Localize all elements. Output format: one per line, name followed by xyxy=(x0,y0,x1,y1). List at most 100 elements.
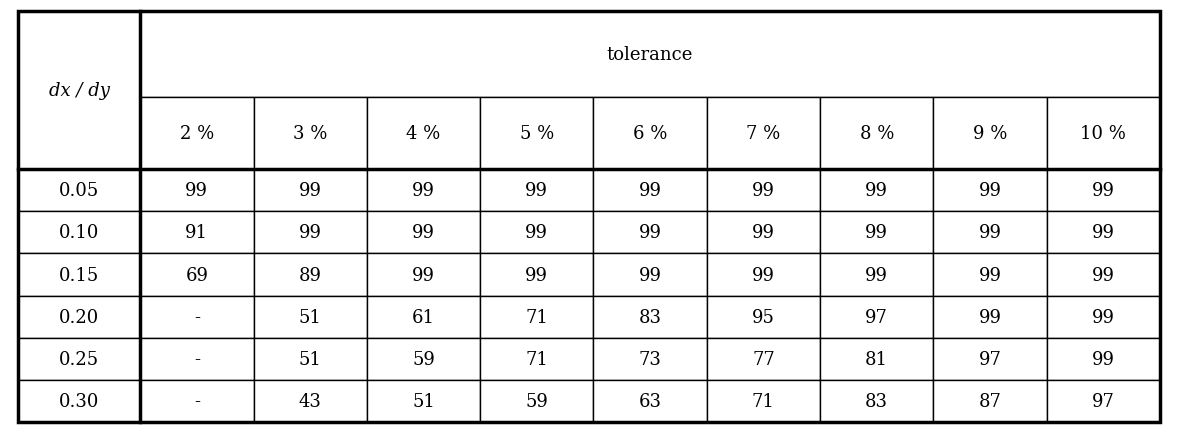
Text: -: - xyxy=(194,350,200,368)
Bar xyxy=(594,296,707,338)
Text: 10 %: 10 % xyxy=(1080,125,1126,143)
Bar xyxy=(140,212,253,254)
Text: 99: 99 xyxy=(979,266,1001,284)
Bar xyxy=(594,338,707,380)
Text: 99: 99 xyxy=(638,266,662,284)
Text: 95: 95 xyxy=(752,308,775,326)
Bar xyxy=(253,296,366,338)
Text: 97: 97 xyxy=(1092,392,1114,410)
Text: 99: 99 xyxy=(299,182,322,200)
Bar xyxy=(18,338,140,380)
Bar xyxy=(1047,170,1160,212)
Text: 83: 83 xyxy=(865,392,888,410)
Bar xyxy=(1047,338,1160,380)
Bar xyxy=(820,296,933,338)
Bar xyxy=(366,98,481,170)
Bar xyxy=(140,98,253,170)
Bar xyxy=(707,212,820,254)
Text: 99: 99 xyxy=(525,266,548,284)
Text: -: - xyxy=(194,392,200,410)
Text: 81: 81 xyxy=(865,350,888,368)
Bar xyxy=(1047,212,1160,254)
Bar xyxy=(820,98,933,170)
Text: -: - xyxy=(194,308,200,326)
Bar xyxy=(481,212,594,254)
Text: 51: 51 xyxy=(412,392,435,410)
Text: 59: 59 xyxy=(412,350,435,368)
Text: 99: 99 xyxy=(638,224,662,242)
Bar xyxy=(140,380,253,422)
Bar xyxy=(366,212,481,254)
Bar xyxy=(933,98,1047,170)
Text: 83: 83 xyxy=(638,308,662,326)
Text: 99: 99 xyxy=(865,182,888,200)
Bar xyxy=(707,296,820,338)
Bar xyxy=(253,98,366,170)
Bar xyxy=(1047,254,1160,296)
Text: 99: 99 xyxy=(185,182,209,200)
Bar xyxy=(820,170,933,212)
Text: 71: 71 xyxy=(752,392,775,410)
Text: 0.20: 0.20 xyxy=(59,308,99,326)
Text: 71: 71 xyxy=(525,350,548,368)
Bar xyxy=(707,98,820,170)
Text: 99: 99 xyxy=(1092,182,1114,200)
Text: 99: 99 xyxy=(525,182,548,200)
Bar xyxy=(253,380,366,422)
Bar xyxy=(707,338,820,380)
Text: 99: 99 xyxy=(865,224,888,242)
Bar xyxy=(18,380,140,422)
Bar xyxy=(707,170,820,212)
Bar xyxy=(18,296,140,338)
Text: 71: 71 xyxy=(525,308,548,326)
Bar xyxy=(594,170,707,212)
Bar xyxy=(140,12,1160,98)
Text: 0.30: 0.30 xyxy=(59,392,99,410)
Bar xyxy=(933,338,1047,380)
Text: 9 %: 9 % xyxy=(973,125,1007,143)
Bar xyxy=(253,338,366,380)
Text: 2 %: 2 % xyxy=(180,125,214,143)
Bar xyxy=(1047,380,1160,422)
Bar xyxy=(366,254,481,296)
Bar xyxy=(594,98,707,170)
Bar xyxy=(481,254,594,296)
Text: 73: 73 xyxy=(638,350,662,368)
Text: 0.15: 0.15 xyxy=(59,266,99,284)
Bar xyxy=(140,296,253,338)
Bar xyxy=(820,338,933,380)
Text: 0.10: 0.10 xyxy=(59,224,99,242)
Bar xyxy=(594,212,707,254)
Bar xyxy=(481,338,594,380)
Text: 89: 89 xyxy=(299,266,322,284)
Text: 59: 59 xyxy=(525,392,548,410)
Bar xyxy=(481,380,594,422)
Text: 4 %: 4 % xyxy=(406,125,441,143)
Text: 99: 99 xyxy=(299,224,322,242)
Text: 99: 99 xyxy=(979,224,1001,242)
Bar xyxy=(18,254,140,296)
Bar xyxy=(140,254,253,296)
Text: 99: 99 xyxy=(865,266,888,284)
Text: tolerance: tolerance xyxy=(607,46,694,64)
Bar xyxy=(1047,296,1160,338)
Text: 99: 99 xyxy=(1092,224,1114,242)
Text: 51: 51 xyxy=(299,308,322,326)
Bar xyxy=(933,380,1047,422)
Text: 61: 61 xyxy=(412,308,435,326)
Text: 0.05: 0.05 xyxy=(59,182,99,200)
Text: 63: 63 xyxy=(638,392,662,410)
Text: 97: 97 xyxy=(979,350,1001,368)
Bar xyxy=(253,170,366,212)
Bar xyxy=(933,254,1047,296)
Bar xyxy=(933,296,1047,338)
Bar xyxy=(481,296,594,338)
Text: 43: 43 xyxy=(299,392,322,410)
Text: 99: 99 xyxy=(979,182,1001,200)
Bar xyxy=(820,380,933,422)
Text: 87: 87 xyxy=(979,392,1001,410)
Bar xyxy=(140,338,253,380)
Text: 3 %: 3 % xyxy=(293,125,327,143)
Text: 99: 99 xyxy=(412,266,435,284)
Text: 77: 77 xyxy=(752,350,775,368)
